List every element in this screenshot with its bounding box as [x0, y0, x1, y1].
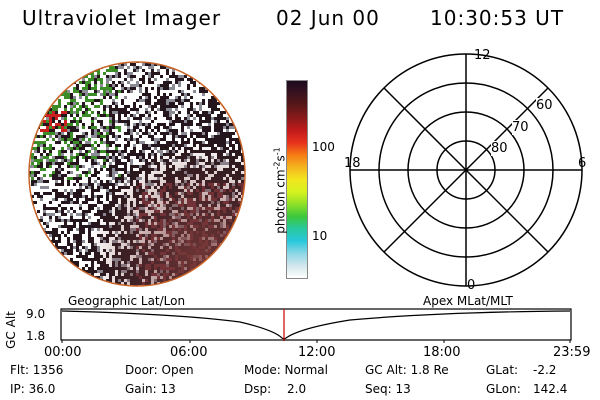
track-label-apex: Apex MLat/MLT — [423, 294, 513, 308]
polar-diagonal-2 — [383, 87, 549, 253]
track-ytick-1: 1.8 — [26, 329, 46, 343]
date-label: 02 Jun 00 — [276, 6, 380, 30]
info-seq: Seq: 13 — [365, 382, 411, 396]
track-ytick-9: 9.0 — [26, 307, 46, 321]
info-glat-value: -2.2 — [533, 363, 557, 377]
polar-label-12: 12 — [474, 48, 491, 63]
polar-plot — [349, 53, 583, 287]
polar-label-18: 18 — [344, 156, 361, 171]
polar-label-6: 6 — [578, 156, 587, 171]
polar-ring-label-60: 60 — [536, 98, 553, 113]
track-xtick-0600: 06:00 — [170, 345, 208, 360]
track-xtick-1800: 18:00 — [423, 345, 461, 360]
info-flight: Flt: 1356 — [10, 363, 64, 377]
track-label-geographic: Geographic Lat/Lon — [68, 294, 186, 308]
polar-ring-label-80: 80 — [491, 141, 508, 156]
info-gc-alt: GC Alt: 1.8 Re — [365, 363, 449, 377]
info-dsp-value: 2.0 — [287, 382, 307, 396]
info-door: Door: Open — [125, 363, 194, 377]
info-gain: Gain: 13 — [125, 382, 176, 396]
colorbar-tick-10: 10 — [312, 229, 328, 243]
info-ip: IP: 36.0 — [10, 382, 56, 396]
disk-rim — [28, 61, 246, 287]
colorbar — [286, 80, 308, 279]
info-glon-label: GLon: — [486, 382, 521, 396]
info-glat-label: GLat: — [486, 363, 519, 377]
app-title: Ultraviolet Imager — [22, 6, 222, 30]
colorbar-tick-100: 100 — [312, 140, 335, 154]
polar-ring-label-70: 70 — [512, 120, 529, 135]
track-xtick-2359: 23:59 — [553, 345, 591, 360]
info-mode: Mode: Normal — [244, 363, 328, 377]
track-axis-title: GC Alt — [4, 311, 18, 349]
polar-label-0: 0 — [467, 278, 476, 293]
colorbar-label: photon cm-2s-1 — [272, 147, 288, 234]
track-xtick-1200: 12:00 — [298, 345, 336, 360]
track-xtick-0000: 00:00 — [44, 345, 82, 360]
uv-disk-image — [28, 61, 246, 287]
time-label: 10:30:53 UT — [430, 6, 565, 30]
info-glon-value: 142.4 — [533, 382, 568, 396]
info-dsp-label: Dsp: — [244, 382, 272, 396]
altitude-track-plot — [60, 308, 572, 343]
